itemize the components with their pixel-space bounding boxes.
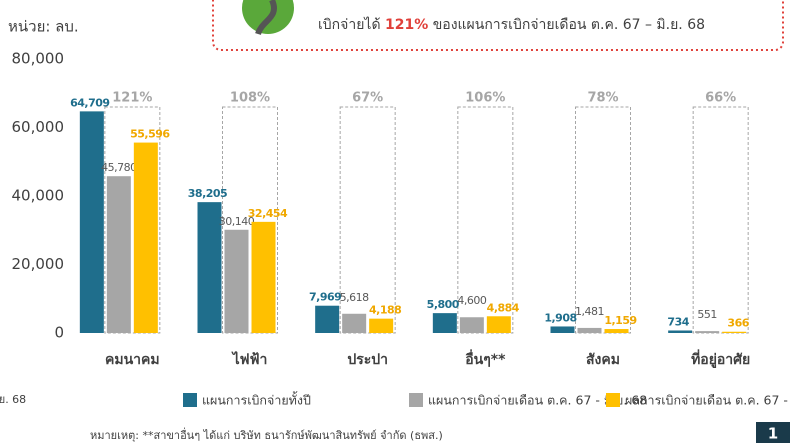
bar <box>460 317 484 333</box>
bar <box>342 314 366 333</box>
legend-swatch <box>183 393 197 407</box>
y-tick-label: 40,000 <box>12 187 65 205</box>
value-label: 7,969 <box>309 291 341 304</box>
bar <box>695 331 719 333</box>
bar <box>578 328 602 333</box>
x-tick-label: คมนาคม <box>105 352 160 368</box>
value-label: 4,188 <box>369 304 401 317</box>
legend-swatch <box>409 393 423 407</box>
value-label: 734 <box>667 315 689 328</box>
callout-text-part: ของแผนการเบิกจ่ายเดือน ต.ค. 67 – มิ.ย. 6… <box>428 17 705 33</box>
legend-swatch <box>606 393 620 407</box>
achievement-label: 66% <box>705 91 736 106</box>
bar <box>80 111 104 333</box>
side-label: มิ.ย. 68 <box>0 393 26 406</box>
x-tick-label: ประปา <box>347 352 388 368</box>
legend-label: แผนการเบิกจ่ายทั้งปี <box>202 391 311 408</box>
unit-label: หน่วย: ลบ. <box>8 18 79 36</box>
value-label: 38,205 <box>188 187 227 200</box>
callout-highlight: 121% <box>385 17 428 33</box>
bar <box>668 330 692 333</box>
bar <box>107 176 131 333</box>
bar <box>551 326 575 333</box>
achievement-bracket <box>576 107 631 333</box>
bar <box>134 143 158 333</box>
bar <box>487 316 511 333</box>
bar <box>369 319 393 333</box>
achievement-bracket <box>693 107 748 333</box>
page-number: 1 <box>768 425 778 443</box>
value-label: 1,481 <box>575 305 604 318</box>
x-tick-label: ไฟฟ้า <box>231 350 268 368</box>
value-label: 551 <box>697 308 717 321</box>
achievement-label: 78% <box>587 91 618 106</box>
bar <box>722 332 746 333</box>
y-tick-label: 80,000 <box>12 50 65 68</box>
y-tick-label: 20,000 <box>12 255 65 273</box>
achievement-label: 121% <box>112 91 152 106</box>
footnote: หมายเหตุ: **สาขาอื่นๆ ได้แก่ บริษัท ธนาร… <box>90 427 443 442</box>
value-label: 366 <box>727 317 749 330</box>
value-label: 4,884 <box>487 301 520 314</box>
achievement-label: 106% <box>465 91 505 106</box>
y-tick-label: 0 <box>54 324 64 342</box>
value-label: 5,800 <box>427 298 460 311</box>
value-label: 55,596 <box>130 128 170 141</box>
callout-text-part: เบิกจ่ายได้ <box>318 16 385 33</box>
chart: เบิกจ่ายได้ 121% ของแผนการเบิกจ่ายเดือน … <box>0 0 790 443</box>
legend-label: ผลการเบิกจ่ายเดือน ต.ค. 67 - มิ.ย. 68 <box>625 393 790 408</box>
bar <box>605 329 629 333</box>
value-label: 4,600 <box>457 294 486 307</box>
bar <box>225 230 249 333</box>
value-label: 45,780 <box>101 161 137 174</box>
callout-text: เบิกจ่ายได้ 121% ของแผนการเบิกจ่ายเดือน … <box>318 16 705 33</box>
value-label: 1,908 <box>544 311 576 324</box>
y-tick-label: 60,000 <box>12 118 65 136</box>
value-label: 1,159 <box>604 314 636 327</box>
bar <box>433 313 457 333</box>
value-label: 64,709 <box>70 96 109 109</box>
x-tick-label: ที่อยู่อาศัย <box>691 349 750 368</box>
bar <box>315 306 339 333</box>
achievement-label: 108% <box>230 91 270 106</box>
x-tick-label: สังคม <box>586 352 620 368</box>
value-label: 5,618 <box>340 291 369 304</box>
value-label: 32,454 <box>248 207 288 220</box>
x-tick-label: อื่นๆ** <box>465 349 506 368</box>
bar <box>252 222 276 333</box>
achievement-label: 67% <box>352 91 383 106</box>
